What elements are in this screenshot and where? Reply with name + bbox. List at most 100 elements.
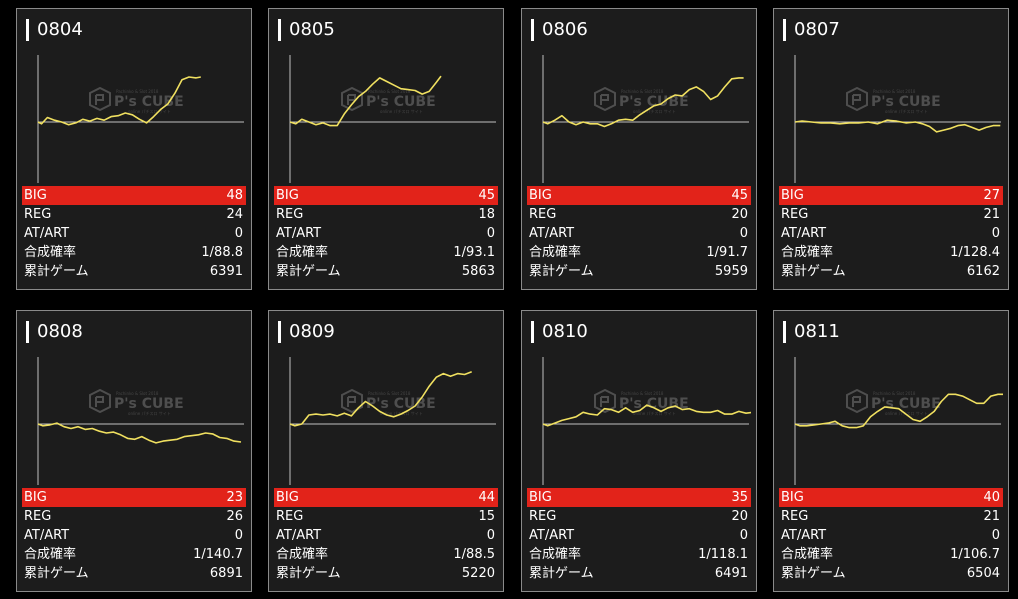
games-row: 累計ゲーム 6491 xyxy=(527,564,751,583)
rate-row-label: 合成確率 xyxy=(276,245,329,260)
atart-row: AT/ART 0 xyxy=(779,224,1003,243)
games-row-label: 累計ゲーム xyxy=(24,264,89,279)
big-row: BIG 27 xyxy=(779,186,1003,205)
atart-row-value: 0 xyxy=(991,528,1000,543)
machine-card-0811[interactable]: 0811 P's CUBE Pachinko & Slot 2018 online パ… xyxy=(773,310,1009,592)
big-row: BIG 40 xyxy=(779,488,1003,507)
rate-row-label: 合成確率 xyxy=(276,547,329,562)
games-row-label: 累計ゲーム xyxy=(529,566,594,581)
big-row-value: 45 xyxy=(731,188,748,203)
watermark-top-text: Pachinko & Slot 2018 xyxy=(116,89,159,94)
title-bar-icon xyxy=(26,19,29,41)
rate-row-value: 1/93.1 xyxy=(453,245,495,260)
machine-card-0810[interactable]: 0810 P's CUBE Pachinko & Slot 2018 online パ… xyxy=(521,310,757,592)
big-row: BIG 48 xyxy=(22,186,246,205)
big-row-label: BIG xyxy=(781,490,804,505)
watermark-top-text: Pachinko & Slot 2018 xyxy=(621,89,664,94)
reg-row: REG 18 xyxy=(274,205,498,224)
watermark-top-text: Pachinko & Slot 2018 xyxy=(368,89,411,94)
reg-row-value: 20 xyxy=(731,207,748,222)
games-row-value: 5220 xyxy=(461,566,495,581)
reg-row: REG 20 xyxy=(527,205,751,224)
machine-card-0807[interactable]: 0807 P's CUBE Pachinko & Slot 2018 online パ… xyxy=(773,8,1009,290)
reg-row-label: REG xyxy=(529,207,557,222)
rate-row: 合成確率 1/93.1 xyxy=(274,243,498,262)
reg-row-value: 21 xyxy=(983,509,1000,524)
games-row-label: 累計ゲーム xyxy=(24,566,89,581)
atart-row-label: AT/ART xyxy=(781,528,827,543)
watermark-bottom-text: online パチスロ サイト xyxy=(885,109,928,114)
rate-row: 合成確率 1/106.7 xyxy=(779,545,1003,564)
watermark-bottom-text: online パチスロ サイト xyxy=(128,411,171,416)
atart-row-label: AT/ART xyxy=(781,226,827,241)
machine-number-label: 0804 xyxy=(37,19,83,40)
stats-table: BIG 45 REG 20 AT/ART 0 合成確率 1/91.7 累計ゲーム 5959 xyxy=(527,186,751,281)
rate-row-label: 合成確率 xyxy=(529,547,582,562)
watermark-bottom-text: online パチスロ サイト xyxy=(633,109,676,114)
reg-row-value: 20 xyxy=(731,509,748,524)
big-row-value: 40 xyxy=(983,490,1000,505)
machine-card-0805[interactable]: 0805 P's CUBE Pachinko & Slot 2018 online パ… xyxy=(268,8,504,290)
watermark-top-text: Pachinko & Slot 2018 xyxy=(873,391,916,396)
reg-row-label: REG xyxy=(529,509,557,524)
machine-number: 0804 xyxy=(26,19,83,41)
atart-row: AT/ART 0 xyxy=(22,224,246,243)
stats-table: BIG 45 REG 18 AT/ART 0 合成確率 1/93.1 累計ゲーム 5863 xyxy=(274,186,498,281)
machine-number-label: 0807 xyxy=(794,19,840,40)
atart-row-value: 0 xyxy=(234,226,243,241)
reg-row: REG 24 xyxy=(22,205,246,224)
watermark-top-text: Pachinko & Slot 2018 xyxy=(116,391,159,396)
stats-table: BIG 23 REG 26 AT/ART 0 合成確率 1/140.7 累計ゲーム 6891 xyxy=(22,488,246,583)
atart-row-value: 0 xyxy=(486,528,495,543)
slump-line xyxy=(794,119,1001,133)
games-row: 累計ゲーム 5220 xyxy=(274,564,498,583)
reg-row-value: 18 xyxy=(478,207,495,222)
title-bar-icon xyxy=(531,321,534,343)
games-row-value: 6162 xyxy=(966,264,1000,279)
big-row: BIG 44 xyxy=(274,488,498,507)
big-row-label: BIG xyxy=(24,490,47,505)
watermark-top-text: Pachinko & Slot 2018 xyxy=(873,89,916,94)
atart-row-value: 0 xyxy=(991,226,1000,241)
reg-row: REG 21 xyxy=(779,205,1003,224)
reg-row-label: REG xyxy=(24,207,52,222)
rate-row-value: 1/140.7 xyxy=(193,547,243,562)
title-bar-icon xyxy=(783,321,786,343)
title-bar-icon xyxy=(26,321,29,343)
watermark-brand: P's CUBE xyxy=(619,94,689,110)
stats-table: BIG 40 REG 21 AT/ART 0 合成確率 1/106.7 累計ゲーム 6504 xyxy=(779,488,1003,583)
games-row-value: 6504 xyxy=(966,566,1000,581)
stats-table: BIG 35 REG 20 AT/ART 0 合成確率 1/118.1 累計ゲーム 6491 xyxy=(527,488,751,583)
games-row: 累計ゲーム 6162 xyxy=(779,262,1003,281)
machine-card-0804[interactable]: 0804 P's CUBE Pachinko & Slot 2018 online パ… xyxy=(16,8,252,290)
stats-table: BIG 27 REG 21 AT/ART 0 合成確率 1/128.4 累計ゲーム 6162 xyxy=(779,186,1003,281)
title-bar-icon xyxy=(783,19,786,41)
watermark-brand: P's CUBE xyxy=(114,396,184,412)
big-row: BIG 45 xyxy=(274,186,498,205)
games-row: 累計ゲーム 6891 xyxy=(22,564,246,583)
rate-row: 合成確率 1/88.8 xyxy=(22,243,246,262)
rate-row-label: 合成確率 xyxy=(24,245,77,260)
machine-card-0806[interactable]: 0806 P's CUBE Pachinko & Slot 2018 online パ… xyxy=(521,8,757,290)
machine-card-0808[interactable]: 0808 P's CUBE Pachinko & Slot 2018 online パ… xyxy=(16,310,252,592)
big-row: BIG 23 xyxy=(22,488,246,507)
rate-row: 合成確率 1/118.1 xyxy=(527,545,751,564)
machine-number: 0806 xyxy=(531,19,588,41)
big-row-value: 45 xyxy=(478,188,495,203)
reg-row-value: 26 xyxy=(226,509,243,524)
slump-line xyxy=(37,422,242,444)
machine-card-0809[interactable]: 0809 P's CUBE Pachinko & Slot 2018 online パ… xyxy=(268,310,504,592)
machine-number: 0810 xyxy=(531,321,588,343)
games-row: 累計ゲーム 6504 xyxy=(779,564,1003,583)
rate-row-label: 合成確率 xyxy=(781,245,834,260)
games-row: 累計ゲーム 6391 xyxy=(22,262,246,281)
big-row-label: BIG xyxy=(529,188,552,203)
games-row-value: 5959 xyxy=(714,264,748,279)
watermark-bottom-text: online パチスロ サイト xyxy=(633,411,676,416)
atart-row: AT/ART 0 xyxy=(274,526,498,545)
